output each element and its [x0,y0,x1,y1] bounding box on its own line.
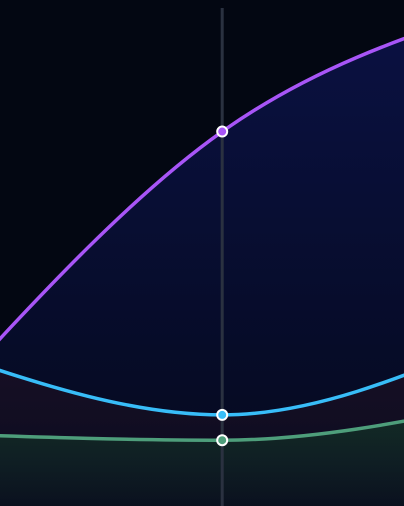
series-1-hover-point[interactable] [216,125,229,138]
series-3-area [0,421,404,506]
hover-markers [216,125,229,447]
series-2-hover-point[interactable] [216,408,229,421]
series-3-hover-point[interactable] [216,434,229,447]
